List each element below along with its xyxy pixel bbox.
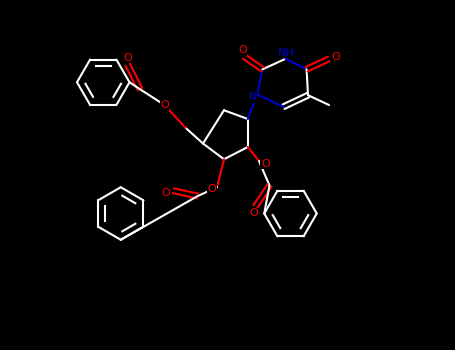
Text: O: O <box>160 100 169 110</box>
Text: NH: NH <box>278 48 295 57</box>
Text: O: O <box>249 209 258 218</box>
Text: O: O <box>123 53 132 63</box>
Text: O: O <box>162 188 171 197</box>
Text: O: O <box>261 159 270 169</box>
Text: O: O <box>331 52 340 62</box>
Text: O: O <box>207 184 216 194</box>
Text: O: O <box>238 46 247 55</box>
Text: N: N <box>249 92 257 102</box>
